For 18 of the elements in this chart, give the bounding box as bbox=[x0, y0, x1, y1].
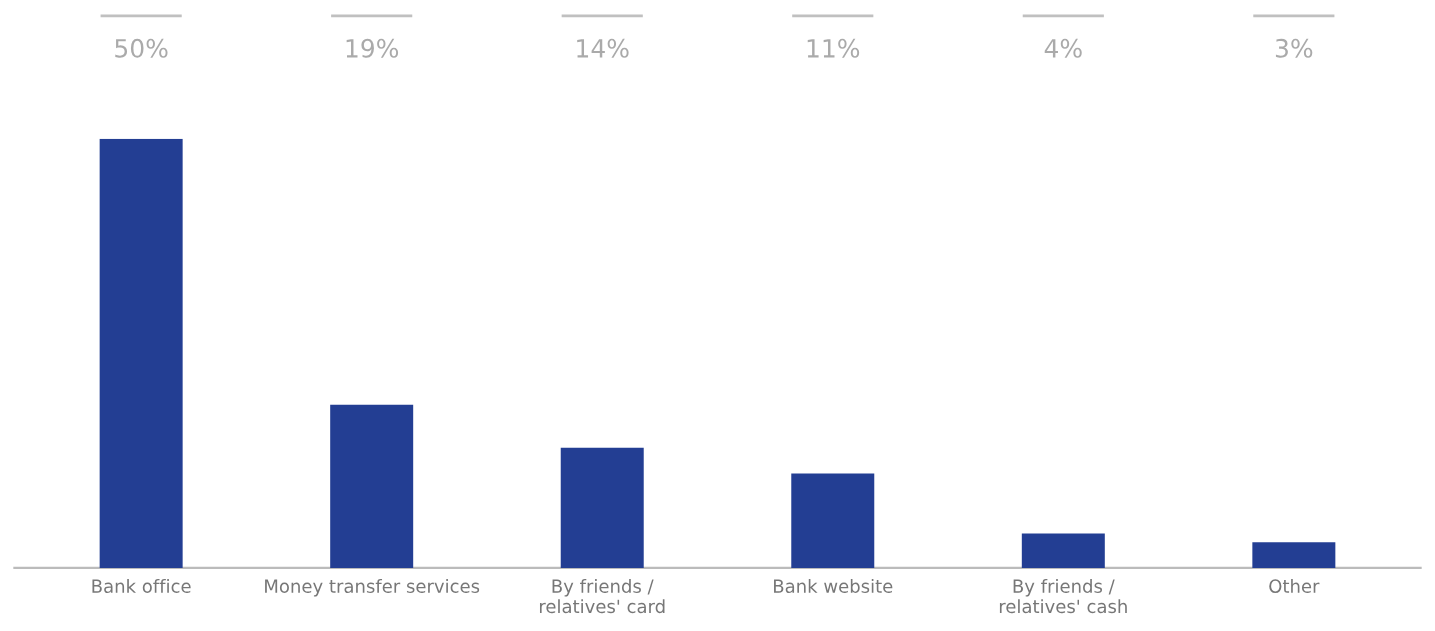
bar bbox=[791, 473, 875, 568]
x-tick-label: By friends / relatives' card bbox=[539, 579, 665, 614]
x-tick-label: By friends / relatives' cash bbox=[999, 579, 1127, 614]
bar bbox=[1021, 533, 1105, 568]
bar bbox=[99, 138, 183, 568]
x-tick-label: Bank office bbox=[92, 579, 191, 593]
bar bbox=[560, 447, 644, 568]
data-label: 3% bbox=[1275, 38, 1313, 58]
data-label: 4% bbox=[1044, 38, 1082, 58]
data-label: 19% bbox=[346, 38, 399, 58]
x-tick-label: Bank website bbox=[774, 579, 893, 593]
data-label: 50% bbox=[115, 38, 168, 58]
data-label: 14% bbox=[577, 38, 629, 58]
data-label: 11% bbox=[807, 38, 860, 58]
bar bbox=[330, 404, 414, 568]
x-tick-label: Money transfer services bbox=[265, 579, 480, 597]
x-tick-label: Other bbox=[1269, 579, 1320, 593]
bar bbox=[1252, 542, 1336, 568]
